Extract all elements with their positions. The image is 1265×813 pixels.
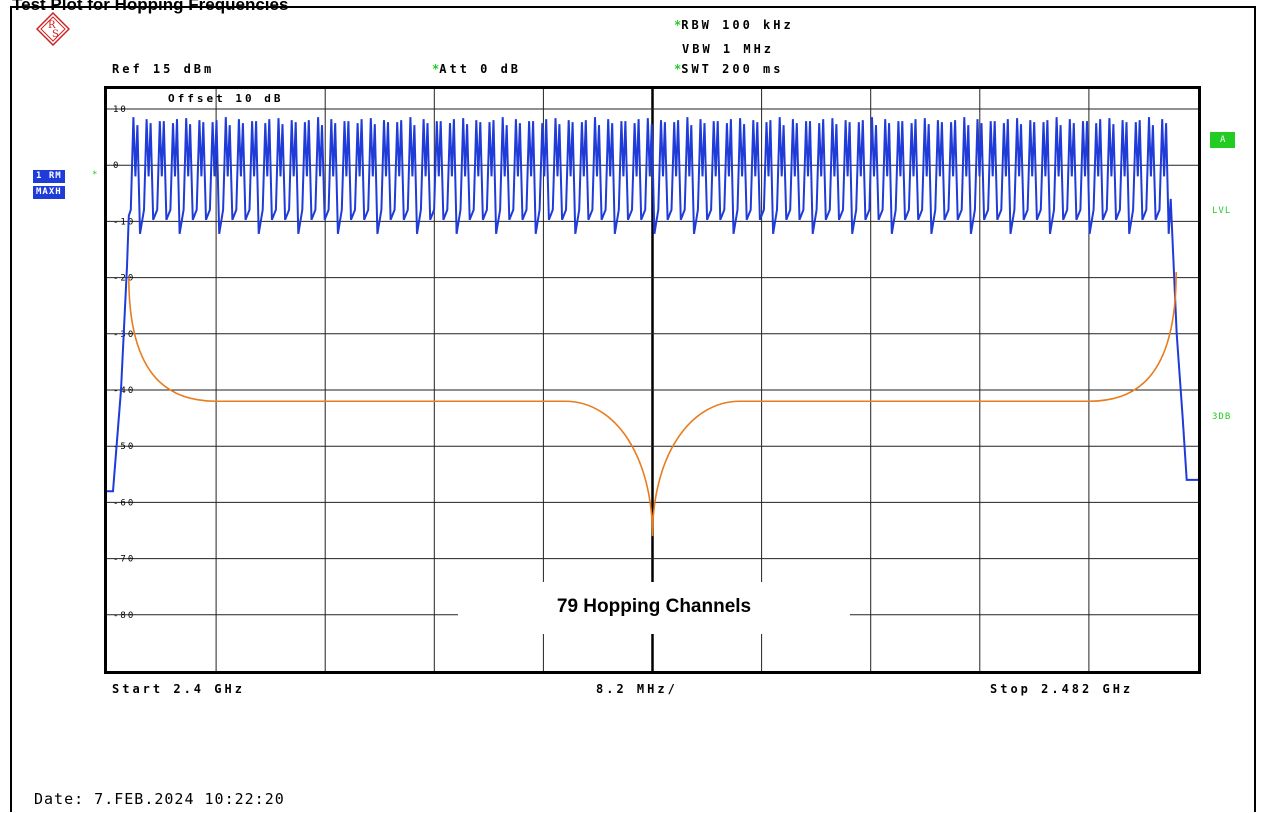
timestamp: Date: 7.FEB.2024 10:22:20 [34, 790, 285, 808]
rohde-schwarz-logo: R S [36, 12, 70, 46]
vbw-readout: VBW 1 MHz [682, 42, 775, 56]
detector-badge: MAXH [33, 186, 65, 199]
y-tick-label: 0 [113, 161, 120, 171]
hopping-channels-annotation: 79 Hopping Channels [556, 596, 752, 617]
plot-frame: Test Plot for Hopping Frequencies [10, 0, 1256, 812]
spectrum-chart: 100-10-20-30-40-50-60-70-80 [107, 89, 1198, 671]
3db-label: 3DB [1212, 412, 1232, 422]
y-tick-label: 10 [113, 105, 128, 115]
spectrum-trace [107, 117, 1198, 493]
limit-curve [128, 271, 1177, 537]
span-per-division: 8.2 MHz/ [596, 682, 678, 696]
offset-readout: Offset 10 dB [168, 92, 284, 105]
y-tick-label: -20 [113, 274, 135, 284]
attenuation-readout: *Att 0 dB [432, 62, 522, 76]
a-badge: A [1210, 132, 1236, 148]
start-frequency: Start 2.4 GHz [112, 682, 245, 696]
y-tick-label: -80 [113, 611, 135, 621]
trace-badge: 1 RM [33, 170, 65, 183]
svg-text:R: R [48, 20, 56, 31]
svg-text:S: S [52, 29, 59, 40]
page-title: Test Plot for Hopping Frequencies [12, 0, 289, 14]
y-tick-label: -40 [113, 386, 135, 396]
trace-marker-star: * [92, 170, 99, 180]
rbw-readout: *RBW 100 kHz [674, 18, 794, 32]
y-tick-label: -50 [113, 442, 135, 452]
stop-frequency: Stop 2.482 GHz [990, 682, 1134, 696]
y-tick-label: -10 [113, 217, 135, 227]
lvl-label: LVL [1212, 206, 1232, 216]
spectrum-plot: 10 0 -10 -20 -30 -40 -50 -60 -70 -80 [104, 86, 1201, 674]
swt-readout: *SWT 200 ms [674, 62, 784, 76]
y-tick-label: -70 [113, 555, 135, 565]
annotation-box [458, 582, 850, 634]
ref-level-readout: Ref 15 dBm [112, 62, 215, 76]
y-tick-label: -60 [113, 498, 135, 508]
